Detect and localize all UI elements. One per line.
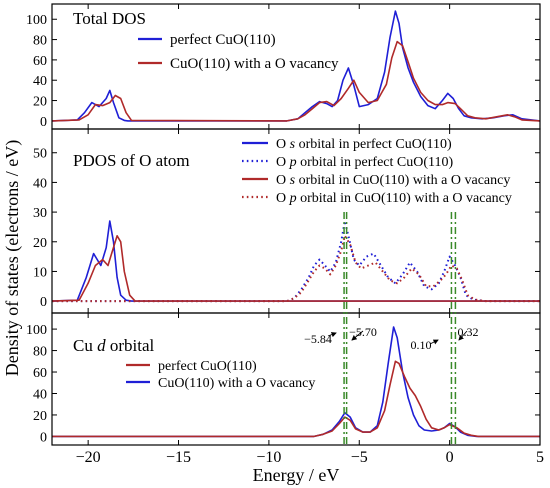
y-tick-label: 40: [33, 176, 47, 191]
reference-line-label: 0.10: [411, 338, 432, 352]
x-tick-label: −10: [256, 449, 281, 466]
y-tick-label: 20: [33, 409, 47, 424]
x-tick-label: −15: [166, 449, 191, 466]
reference-line-label: 0.32: [458, 325, 479, 339]
legend-label: O p orbital in perfect CuO(110): [276, 155, 454, 170]
series-line: [52, 360, 540, 438]
y-tick-label: 40: [33, 74, 47, 89]
y-tick-label: 60: [33, 54, 47, 69]
panel-2: 0 10 20 30 40 50 PDOS of O atom O s orbital in …: [33, 128, 541, 314]
legend-label: CuO(110) with a O vacancy: [170, 56, 339, 72]
legend-label: O p orbital in CuO(110) with a O vacancy: [276, 191, 512, 206]
legend: O s orbital in perfect CuO(110) O p orbit…: [242, 137, 512, 206]
x-tick-label: −5: [351, 449, 368, 466]
series-line: [52, 10, 540, 122]
reference-arrow: [351, 330, 364, 341]
legend: perfect CuO(110) CuO(110) with a O vacanc…: [126, 359, 315, 391]
legend-label: O s orbital in CuO(110) with a O vacancy: [276, 173, 510, 188]
reference-line-label: −5.70: [349, 325, 377, 339]
legend-label: CuO(110) with a O vacancy: [158, 376, 315, 391]
legend-label: perfect CuO(110): [158, 359, 257, 374]
y-tick-label: 30: [33, 206, 47, 221]
y-axis-label: Density of states (electrons / eV): [2, 140, 23, 376]
y-tick-label: 50: [33, 147, 47, 162]
x-tick-label: 5: [536, 449, 544, 466]
y-tick-label: 0: [40, 430, 47, 445]
panel-frame: [51, 312, 541, 446]
reference-line-label: −5.84: [304, 332, 332, 346]
y-tick-label: 100: [26, 13, 47, 28]
y-tick-label: 0: [40, 115, 47, 130]
legend-label: O s orbital in perfect CuO(110): [276, 137, 452, 152]
y-tick-label: 60: [33, 366, 47, 381]
y-tick-label: 20: [33, 95, 47, 110]
reference-arrow: [327, 332, 337, 338]
legend-label: perfect CuO(110): [170, 32, 276, 48]
y-tick-label: 80: [33, 345, 47, 360]
y-tick-label: 100: [26, 323, 47, 338]
y-tick-label: 80: [33, 34, 47, 49]
y-tick-label: 10: [33, 265, 47, 280]
reference-arrow: [458, 330, 468, 341]
reference-lines: −5.84 −5.70 0.10 0.32: [304, 212, 479, 445]
y-tick-label: 20: [33, 236, 47, 251]
panel-3: 0 20 40 60 80 100 Cu d orbital perfect CuO(110)…: [26, 312, 541, 446]
panel-1: 0 20 40 60 80 100 Total DOS perfect CuO(110) CuO…: [26, 3, 541, 130]
panel-title: PDOS of O atom: [73, 151, 190, 170]
panel-title: Total DOS: [73, 9, 146, 28]
series-line: [52, 40, 540, 122]
reference-arrow: [429, 339, 439, 345]
x-axis-label: Energy / eV: [253, 465, 340, 485]
y-tick-label: 0: [40, 295, 47, 310]
y-tick-label: 40: [33, 387, 47, 402]
series-line: [52, 220, 540, 303]
x-tick-label: −20: [76, 449, 101, 466]
panel-title: Cu d orbital: [73, 336, 154, 355]
x-tick-label: 0: [446, 449, 454, 466]
series-line: [52, 234, 540, 303]
series-line: [52, 220, 540, 302]
legend: perfect CuO(110) CuO(110) with a O vacanc…: [138, 32, 339, 72]
